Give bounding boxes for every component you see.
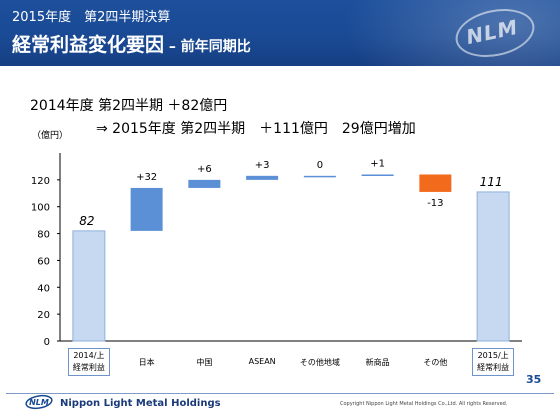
category-label-5: 新商品 [365, 358, 390, 367]
category-label-0: 2014/上 経常利益 [67, 348, 110, 376]
bar-7 [476, 191, 510, 342]
y-axis-unit: （億円） [32, 131, 69, 141]
company-logo-icon: NLM [25, 394, 53, 410]
bar-4 [303, 175, 336, 178]
summary-line-2: ⇒ 2015年度 第2四半期 ＋111億円 29億円増加 [96, 121, 416, 137]
category-label-4: その他地域 [299, 358, 340, 367]
category-label-line: 経常利益 [477, 363, 510, 372]
category-label-2: 中国 [196, 358, 213, 367]
slide-header: NLM 2015年度 第2四半期決算 経常利益変化要因 – 前年同期比 [0, 0, 560, 66]
y-tick-label: 120 [31, 176, 50, 187]
summary-line-1: 2014年度 第2四半期 ＋82億円 [30, 98, 228, 114]
data-label-7: 111 [480, 175, 503, 189]
category-label-1: 日本 [138, 358, 155, 367]
y-tick-label: 80 [37, 230, 50, 241]
page-number: 35 [526, 373, 542, 386]
header-swoosh [330, 0, 560, 66]
bar-6 [419, 174, 452, 192]
slide-title-suffix: – 前年同期比 [164, 39, 251, 55]
footer-divider [6, 393, 554, 394]
category-label-3: ASEAN [248, 357, 276, 366]
category-label-6: その他 [423, 358, 448, 367]
category-label-line: 2014/上 [73, 351, 105, 360]
company-name: Nippon Light Metal Holdings [60, 398, 221, 409]
svg-text:NLM: NLM [29, 398, 49, 407]
y-tick-label: 20 [37, 310, 50, 321]
bar-0 [72, 230, 106, 342]
y-tick-label: 40 [37, 283, 50, 294]
y-tick-label: 100 [31, 203, 50, 214]
data-label-6: -13 [427, 198, 443, 209]
category-label-7: 2015/上 経常利益 [472, 348, 515, 376]
copyright-text: Copyright Nippon Light Metal Holdings Co… [340, 401, 508, 407]
bar-2 [188, 179, 221, 188]
slide-subtitle: 2015年度 第2四半期決算 [12, 10, 171, 25]
data-label-4: 0 [317, 160, 323, 171]
data-label-2: +6 [197, 164, 212, 175]
y-tick-label: 60 [37, 256, 50, 267]
data-label-1: +32 [136, 172, 157, 183]
slide-title: 経常利益変化要因 – 前年同期比 [12, 30, 251, 57]
bar-1 [130, 187, 163, 231]
category-label-line: 2015/上 [477, 351, 509, 360]
data-label-5: +1 [370, 158, 385, 169]
data-label-3: +3 [255, 160, 270, 171]
category-label-line: 経常利益 [72, 363, 105, 372]
bar-3 [246, 175, 279, 180]
data-label-0: 82 [79, 214, 94, 228]
y-tick-label: 0 [44, 337, 50, 348]
bar-5 [361, 174, 394, 176]
slide-title-main: 経常利益変化要因 [12, 34, 165, 56]
